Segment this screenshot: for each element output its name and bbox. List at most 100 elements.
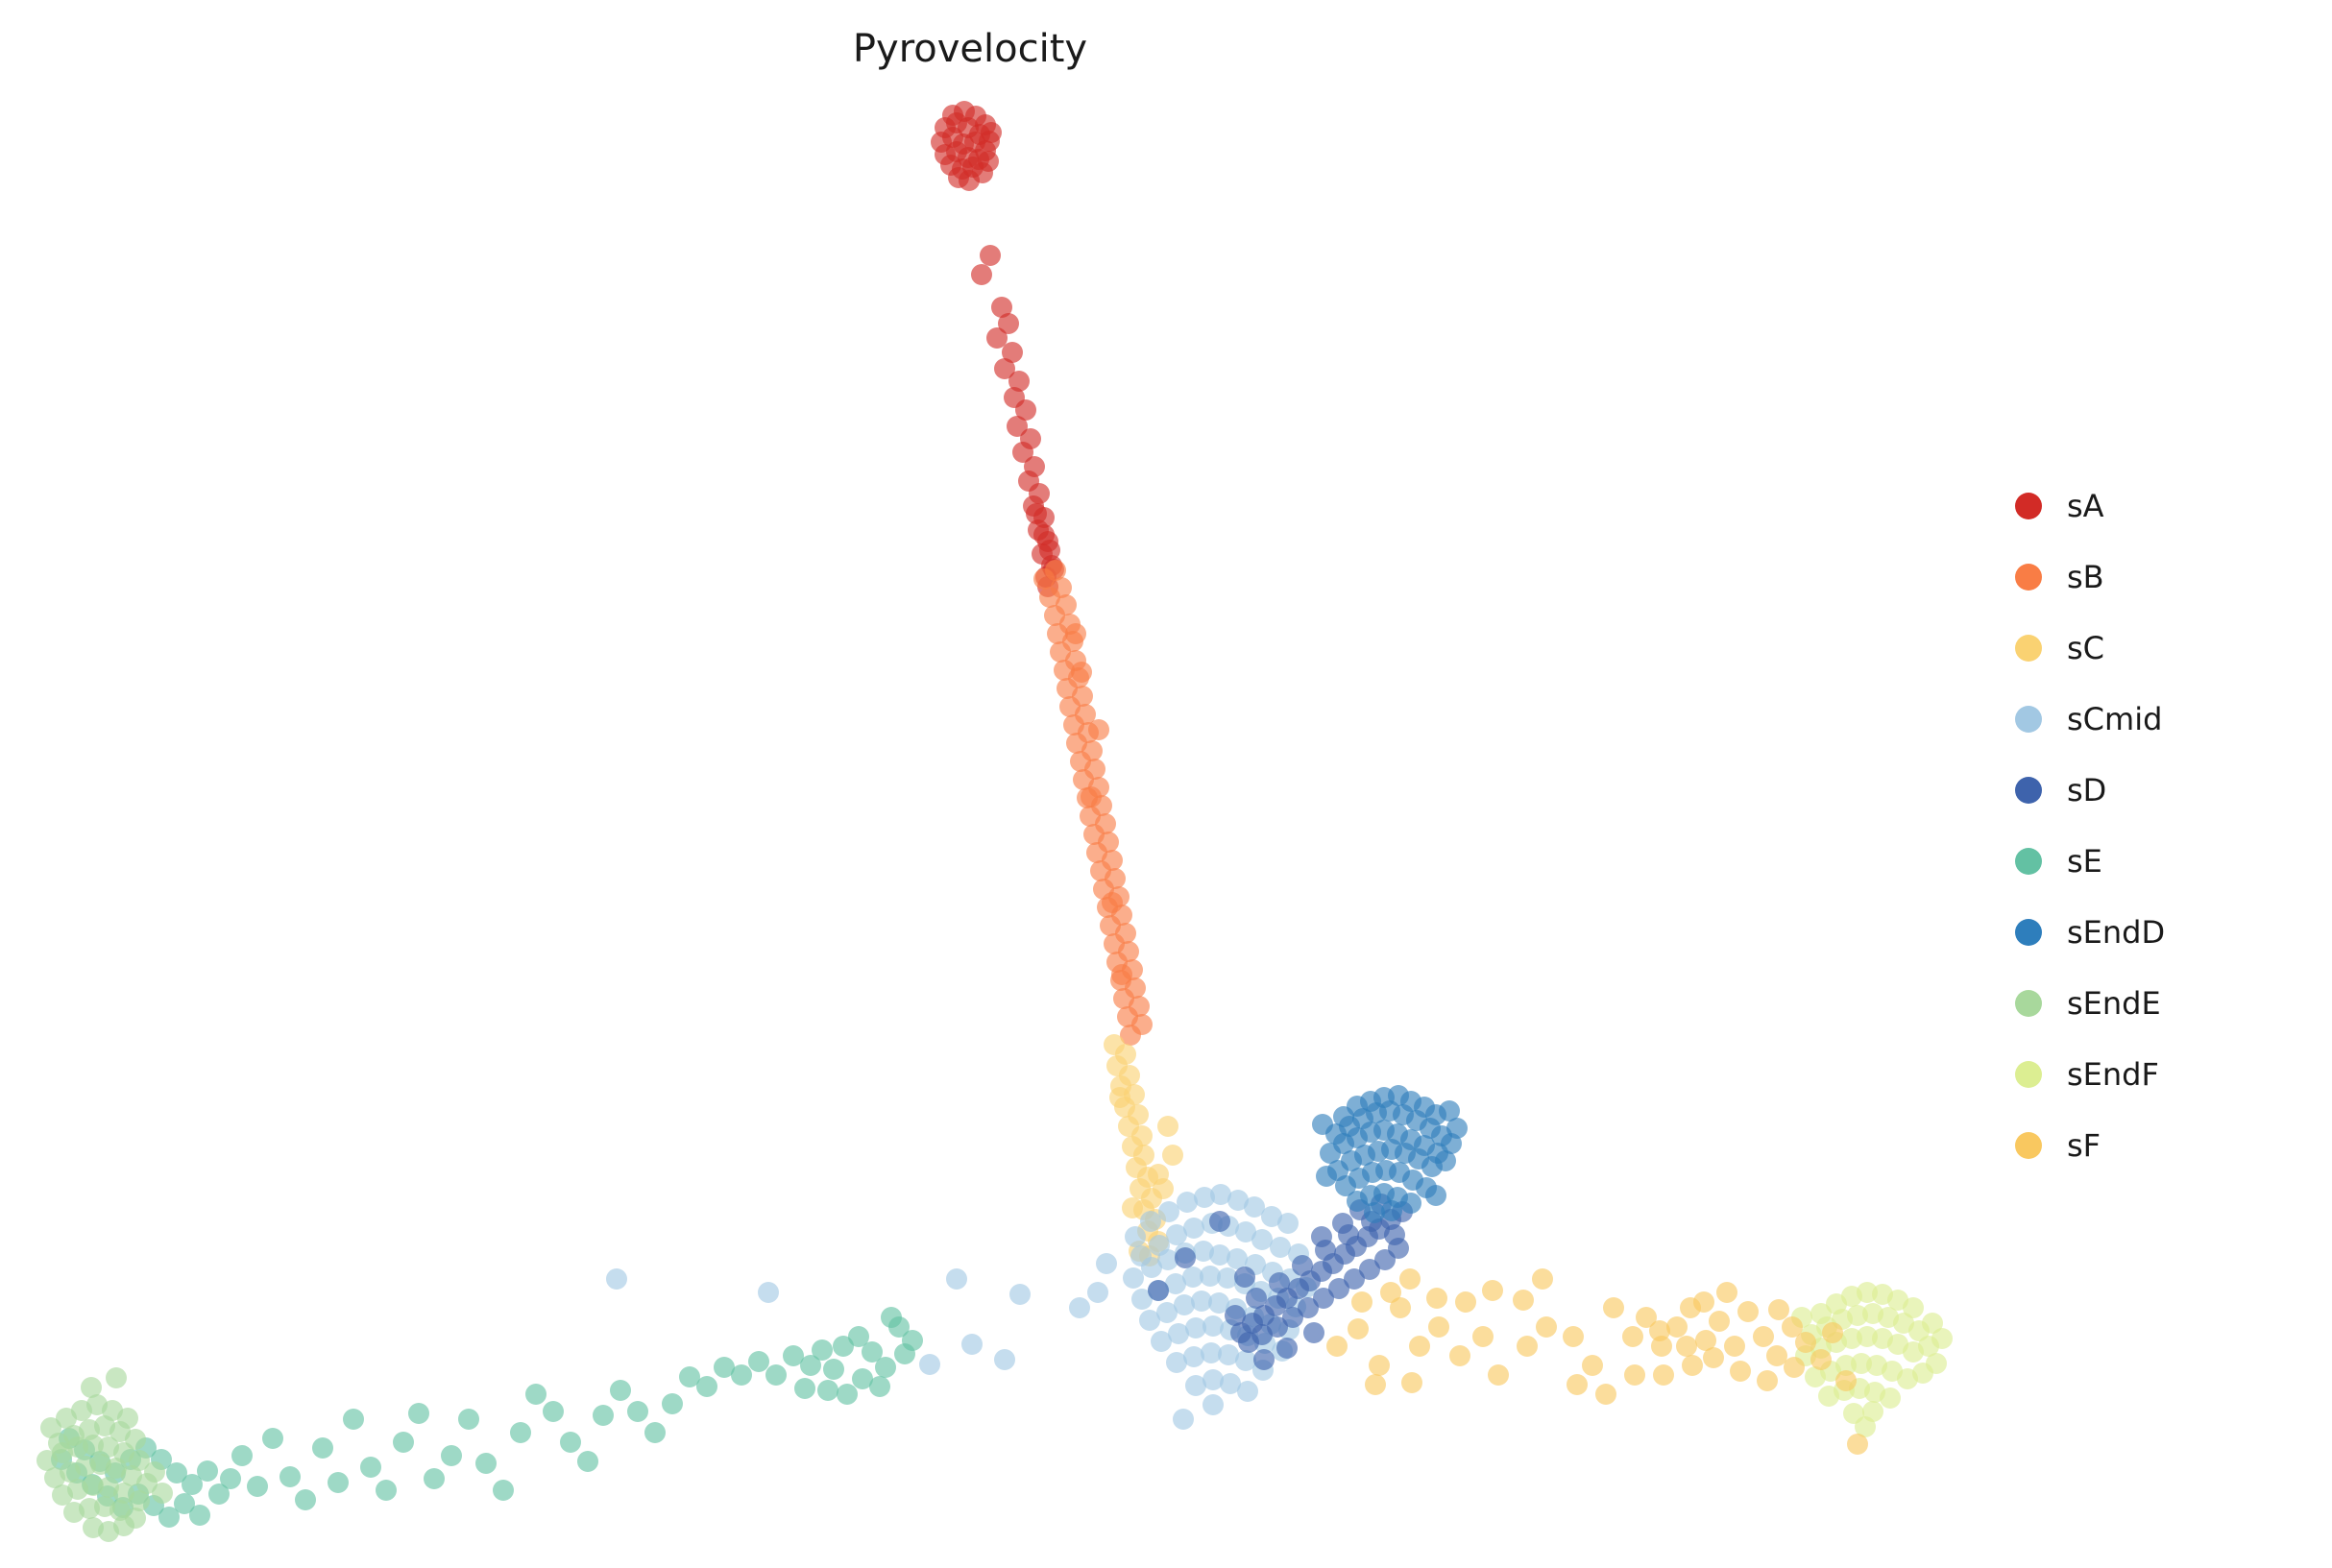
scatter-point (1328, 1278, 1349, 1299)
scatter-point (106, 1367, 127, 1388)
scatter-point (197, 1460, 218, 1482)
scatter-point (1202, 1315, 1224, 1337)
scatter-point (758, 1282, 779, 1303)
scatter-point (1766, 1345, 1787, 1366)
scatter-point (610, 1380, 631, 1401)
scatter-point (158, 1507, 180, 1528)
scatter-point (1002, 342, 1023, 363)
scatter-point (959, 170, 980, 191)
scatter-point (1209, 1211, 1230, 1232)
legend-swatch (2015, 990, 2042, 1017)
legend-swatch (2015, 1061, 2042, 1088)
scatter-point (981, 122, 1002, 143)
scatter-point (1582, 1355, 1603, 1376)
legend-item-sEndF: sEndF (2015, 1039, 2165, 1110)
scatter-point (1182, 1266, 1203, 1288)
scatter-point (1156, 1302, 1178, 1323)
scatter-point (1141, 1257, 1162, 1278)
scatter-point (1148, 1164, 1169, 1185)
scatter-point (980, 245, 1001, 266)
scatter-point (1649, 1320, 1670, 1341)
scatter-point (1768, 1299, 1789, 1320)
scatter-point (1409, 1336, 1430, 1357)
scatter-point (1676, 1336, 1697, 1357)
scatter-point (1380, 1282, 1401, 1303)
scatter-point (994, 358, 1015, 379)
scatter-point (1151, 1331, 1172, 1352)
scatter-point (83, 1475, 104, 1496)
scatter-point (1166, 1352, 1187, 1373)
legend-swatch (2015, 564, 2042, 591)
scatter-point (1183, 1346, 1204, 1367)
scatter-point (919, 1354, 940, 1375)
scatter-point (714, 1357, 735, 1378)
scatter-point (1218, 1344, 1239, 1365)
scatter-point (1157, 1249, 1178, 1270)
scatter-point (1298, 1297, 1319, 1318)
scatter-point (1007, 416, 1028, 437)
scatter-point (189, 1505, 210, 1526)
scatter-point (1202, 1394, 1224, 1415)
scatter-point (1044, 605, 1065, 626)
scatter-point (731, 1364, 752, 1386)
scatter-point (1166, 1224, 1187, 1245)
scatter-point (1435, 1150, 1456, 1171)
scatter-point (1782, 1316, 1803, 1338)
scatter-point (1835, 1370, 1857, 1391)
legend-label: sEndE (2067, 985, 2161, 1022)
scatter-point (408, 1403, 429, 1424)
scatter-point (800, 1355, 821, 1376)
scatter-point (312, 1437, 333, 1459)
scatter-point (1162, 1145, 1183, 1166)
legend-item-sC: sC (2015, 613, 2165, 684)
scatter-point (1303, 1322, 1324, 1343)
scatter-point (852, 1368, 873, 1389)
scatter-point (67, 1436, 88, 1458)
legend-swatch (2015, 635, 2042, 662)
legend-swatch (2015, 919, 2042, 946)
scatter-point (1835, 1355, 1857, 1376)
scatter-point (1237, 1381, 1258, 1402)
scatter-point (1311, 1226, 1332, 1247)
scatter-point (1312, 1114, 1333, 1135)
legend: sA sB sC sCmid sD sE sEndD sEndE sEndF sF (2015, 470, 2165, 1181)
scatter-point (144, 1461, 165, 1483)
scatter-point (1857, 1282, 1878, 1303)
scatter-point (1015, 399, 1036, 421)
scatter-point (79, 1498, 100, 1519)
scatter-point (1316, 1166, 1337, 1187)
scatter-point (1185, 1317, 1206, 1339)
scatter-point (393, 1432, 414, 1453)
scatter-point (152, 1483, 173, 1504)
scatter-point (644, 1422, 666, 1443)
scatter-point (1390, 1297, 1411, 1318)
scatter-point (1140, 1211, 1161, 1232)
scatter-point (458, 1409, 479, 1430)
legend-item-sEndE: sEndE (2015, 968, 2165, 1039)
legend-swatch (2015, 777, 2042, 804)
scatter-point (1400, 1193, 1421, 1214)
scatter-point (1709, 1311, 1730, 1332)
scatter-point (1081, 786, 1102, 808)
scatter-point (1439, 1100, 1460, 1122)
series-sEndE (36, 1367, 173, 1542)
scatter-point (1737, 1301, 1759, 1322)
scatter-point (543, 1401, 564, 1422)
scatter-point (1482, 1280, 1503, 1301)
scatter-point (881, 1307, 902, 1328)
scatter-point (279, 1466, 301, 1487)
scatter-point (129, 1490, 150, 1511)
scatter-point (1202, 1369, 1224, 1390)
scatter-point (823, 1359, 844, 1380)
legend-swatch (2015, 493, 2042, 519)
scatter-point (247, 1476, 268, 1497)
scatter-point (986, 327, 1008, 349)
scatter-point (1488, 1364, 1509, 1386)
scatter-point (994, 1349, 1015, 1370)
scatter-point (862, 1341, 883, 1363)
scatter-point (1102, 892, 1123, 913)
scatter-point (343, 1409, 364, 1430)
scatter-point (1139, 1310, 1160, 1331)
scatter-point (1123, 1267, 1144, 1289)
scatter-point (833, 1336, 854, 1357)
